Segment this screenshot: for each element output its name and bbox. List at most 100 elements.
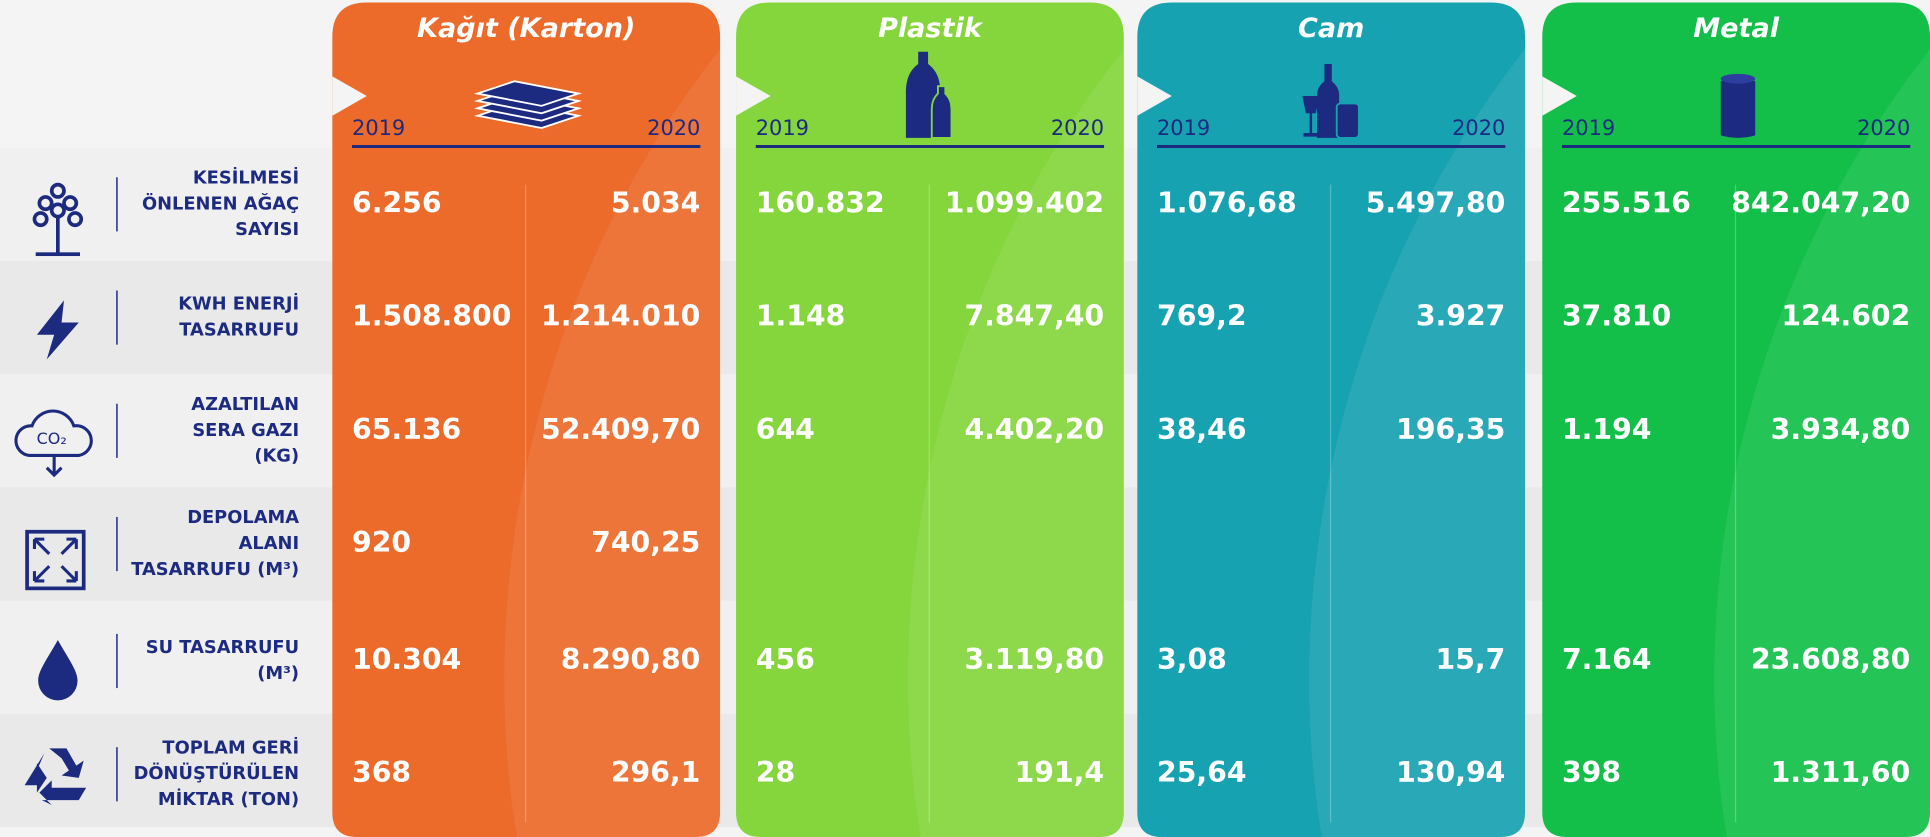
- row-label: SU TASARRUFU: [146, 637, 299, 658]
- value-2019: 3,08: [1157, 643, 1227, 676]
- column-notch: [736, 76, 771, 116]
- value-2020: 15,7: [1436, 643, 1506, 676]
- material-column: Metal 2019 2020 255.516 842.047,20 37.810 124.…: [1542, 2, 1930, 837]
- material-column: Plastik 2019 2020 160.832 1.099.402 1.148 7.84…: [736, 2, 1124, 837]
- paper-icon: [473, 80, 583, 129]
- value-2020: 7.847,40: [964, 300, 1104, 333]
- water-icon: [38, 640, 78, 701]
- column-bg: [332, 2, 721, 837]
- value-2019: 1.148: [756, 300, 846, 333]
- row-label: TASARRUFU: [179, 319, 299, 340]
- column-sheen: [1714, 49, 1930, 837]
- storage-icon: [25, 529, 86, 591]
- year-label: 2020: [1857, 116, 1910, 140]
- tree-icon: [32, 182, 84, 257]
- row-label: ÖNLENEN AĞAÇ: [142, 192, 299, 214]
- row-label: KESİLMESİ: [193, 166, 299, 188]
- row-label: DÖNÜŞTÜRÜLEN: [134, 762, 300, 784]
- value-2020: 191,4: [1015, 756, 1105, 789]
- value-2019: 1.076,68: [1157, 186, 1297, 219]
- value-2019: 65.136: [352, 413, 461, 446]
- value-2020: 1.099.402: [945, 186, 1104, 219]
- column-notch: [332, 76, 367, 116]
- value-2019: 38,46: [1157, 413, 1247, 446]
- material-icons: [473, 51, 1756, 139]
- row-label: KWH ENERJİ: [178, 293, 299, 315]
- value-2020: 1.311,60: [1771, 756, 1911, 789]
- value-2020: 740,25: [591, 526, 700, 559]
- value-2020: 296,1: [611, 756, 701, 789]
- material-column: Kağıt (Karton) 2019 2020 6.256 5.034 1.508.80…: [332, 2, 721, 837]
- value-2019: 7.164: [1562, 643, 1652, 676]
- bottle-icon: [905, 51, 953, 139]
- year-label: 2019: [1562, 116, 1615, 140]
- material-title: Kağıt (Karton): [417, 13, 635, 44]
- value-2020: 4.402,20: [964, 413, 1104, 446]
- column-sheen: [908, 49, 1124, 837]
- value-2019: 25,64: [1157, 756, 1247, 789]
- row-label: (KG): [254, 446, 299, 467]
- value-2020: 8.290,80: [561, 643, 701, 676]
- material-title: Metal: [1693, 13, 1779, 44]
- value-2020: 124.602: [1781, 300, 1910, 333]
- svg-text:CO₂: CO₂: [37, 429, 67, 448]
- value-2019: 6.256: [352, 186, 442, 219]
- value-2019: 160.832: [756, 186, 885, 219]
- value-2019: 37.810: [1562, 300, 1671, 333]
- row-label: SERA GAZI: [192, 420, 299, 441]
- column-bg: [1137, 2, 1526, 837]
- value-2020: 52.409,70: [541, 413, 700, 446]
- value-2019: 368: [352, 756, 411, 789]
- year-label: 2019: [352, 116, 405, 140]
- row-label: DEPOLAMA: [187, 507, 299, 528]
- column-bg: [736, 2, 1124, 837]
- value-2020: 3.119,80: [964, 643, 1104, 676]
- row-label: (M³): [257, 663, 299, 684]
- material-title: Cam: [1298, 13, 1364, 44]
- value-2019: 769,2: [1157, 300, 1247, 333]
- co2-icon: CO₂: [14, 409, 93, 478]
- row-label: TASARRUFU (M³): [131, 559, 299, 580]
- value-2020: 196,35: [1396, 413, 1505, 446]
- value-2019: 28: [756, 756, 795, 789]
- column-sheen: [1309, 49, 1526, 837]
- value-2020: 5.034: [611, 186, 701, 219]
- value-2019: 398: [1562, 756, 1621, 789]
- value-2019: 1.508.800: [352, 300, 511, 333]
- row-label: SAYISI: [235, 219, 299, 240]
- column-notch: [1137, 76, 1172, 116]
- value-2019: 10.304: [352, 643, 461, 676]
- year-label: 2019: [756, 116, 809, 140]
- value-2020: 842.047,20: [1731, 186, 1910, 219]
- material-columns: Kağıt (Karton) 2019 2020 6.256 5.034 1.508.80…: [332, 2, 1930, 837]
- row-icons: CO₂: [14, 182, 93, 805]
- year-label: 2019: [1157, 116, 1210, 140]
- column-notch: [1542, 76, 1577, 116]
- value-2019: 456: [756, 643, 815, 676]
- value-2020: 5.497,80: [1366, 186, 1506, 219]
- row-label: AZALTILAN: [191, 394, 299, 415]
- value-2019: 255.516: [1562, 186, 1691, 219]
- value-2020: 3.927: [1416, 300, 1506, 333]
- value-2019: 1.194: [1562, 413, 1652, 446]
- year-label: 2020: [1452, 116, 1505, 140]
- can-icon: [1720, 73, 1756, 138]
- value-2020: 23.608,80: [1751, 643, 1910, 676]
- value-2020: 130,94: [1396, 756, 1505, 789]
- value-2020: 1.214.010: [541, 300, 700, 333]
- glass-icon: [1302, 64, 1360, 139]
- row-label: ALANI: [239, 533, 300, 554]
- row-label: TOPLAM GERİ: [162, 736, 299, 758]
- row-label: MİKTAR (TON): [158, 788, 299, 810]
- year-label: 2020: [1051, 116, 1104, 140]
- column-sheen: [504, 49, 721, 837]
- material-column: Cam 2019 2020 1.076,68 5.497,80 769,2 3.927 38,…: [1137, 2, 1526, 837]
- material-title: Plastik: [878, 13, 984, 44]
- column-bg: [1542, 2, 1930, 837]
- recycle-icon: [24, 748, 87, 805]
- value-2020: 3.934,80: [1771, 413, 1911, 446]
- value-2019: 920: [352, 526, 411, 559]
- row-labels: KESİLMESİ ÖNLENEN AĞAÇ SAYISI KWH ENERJİ TAS…: [116, 166, 300, 810]
- year-label: 2020: [647, 116, 700, 140]
